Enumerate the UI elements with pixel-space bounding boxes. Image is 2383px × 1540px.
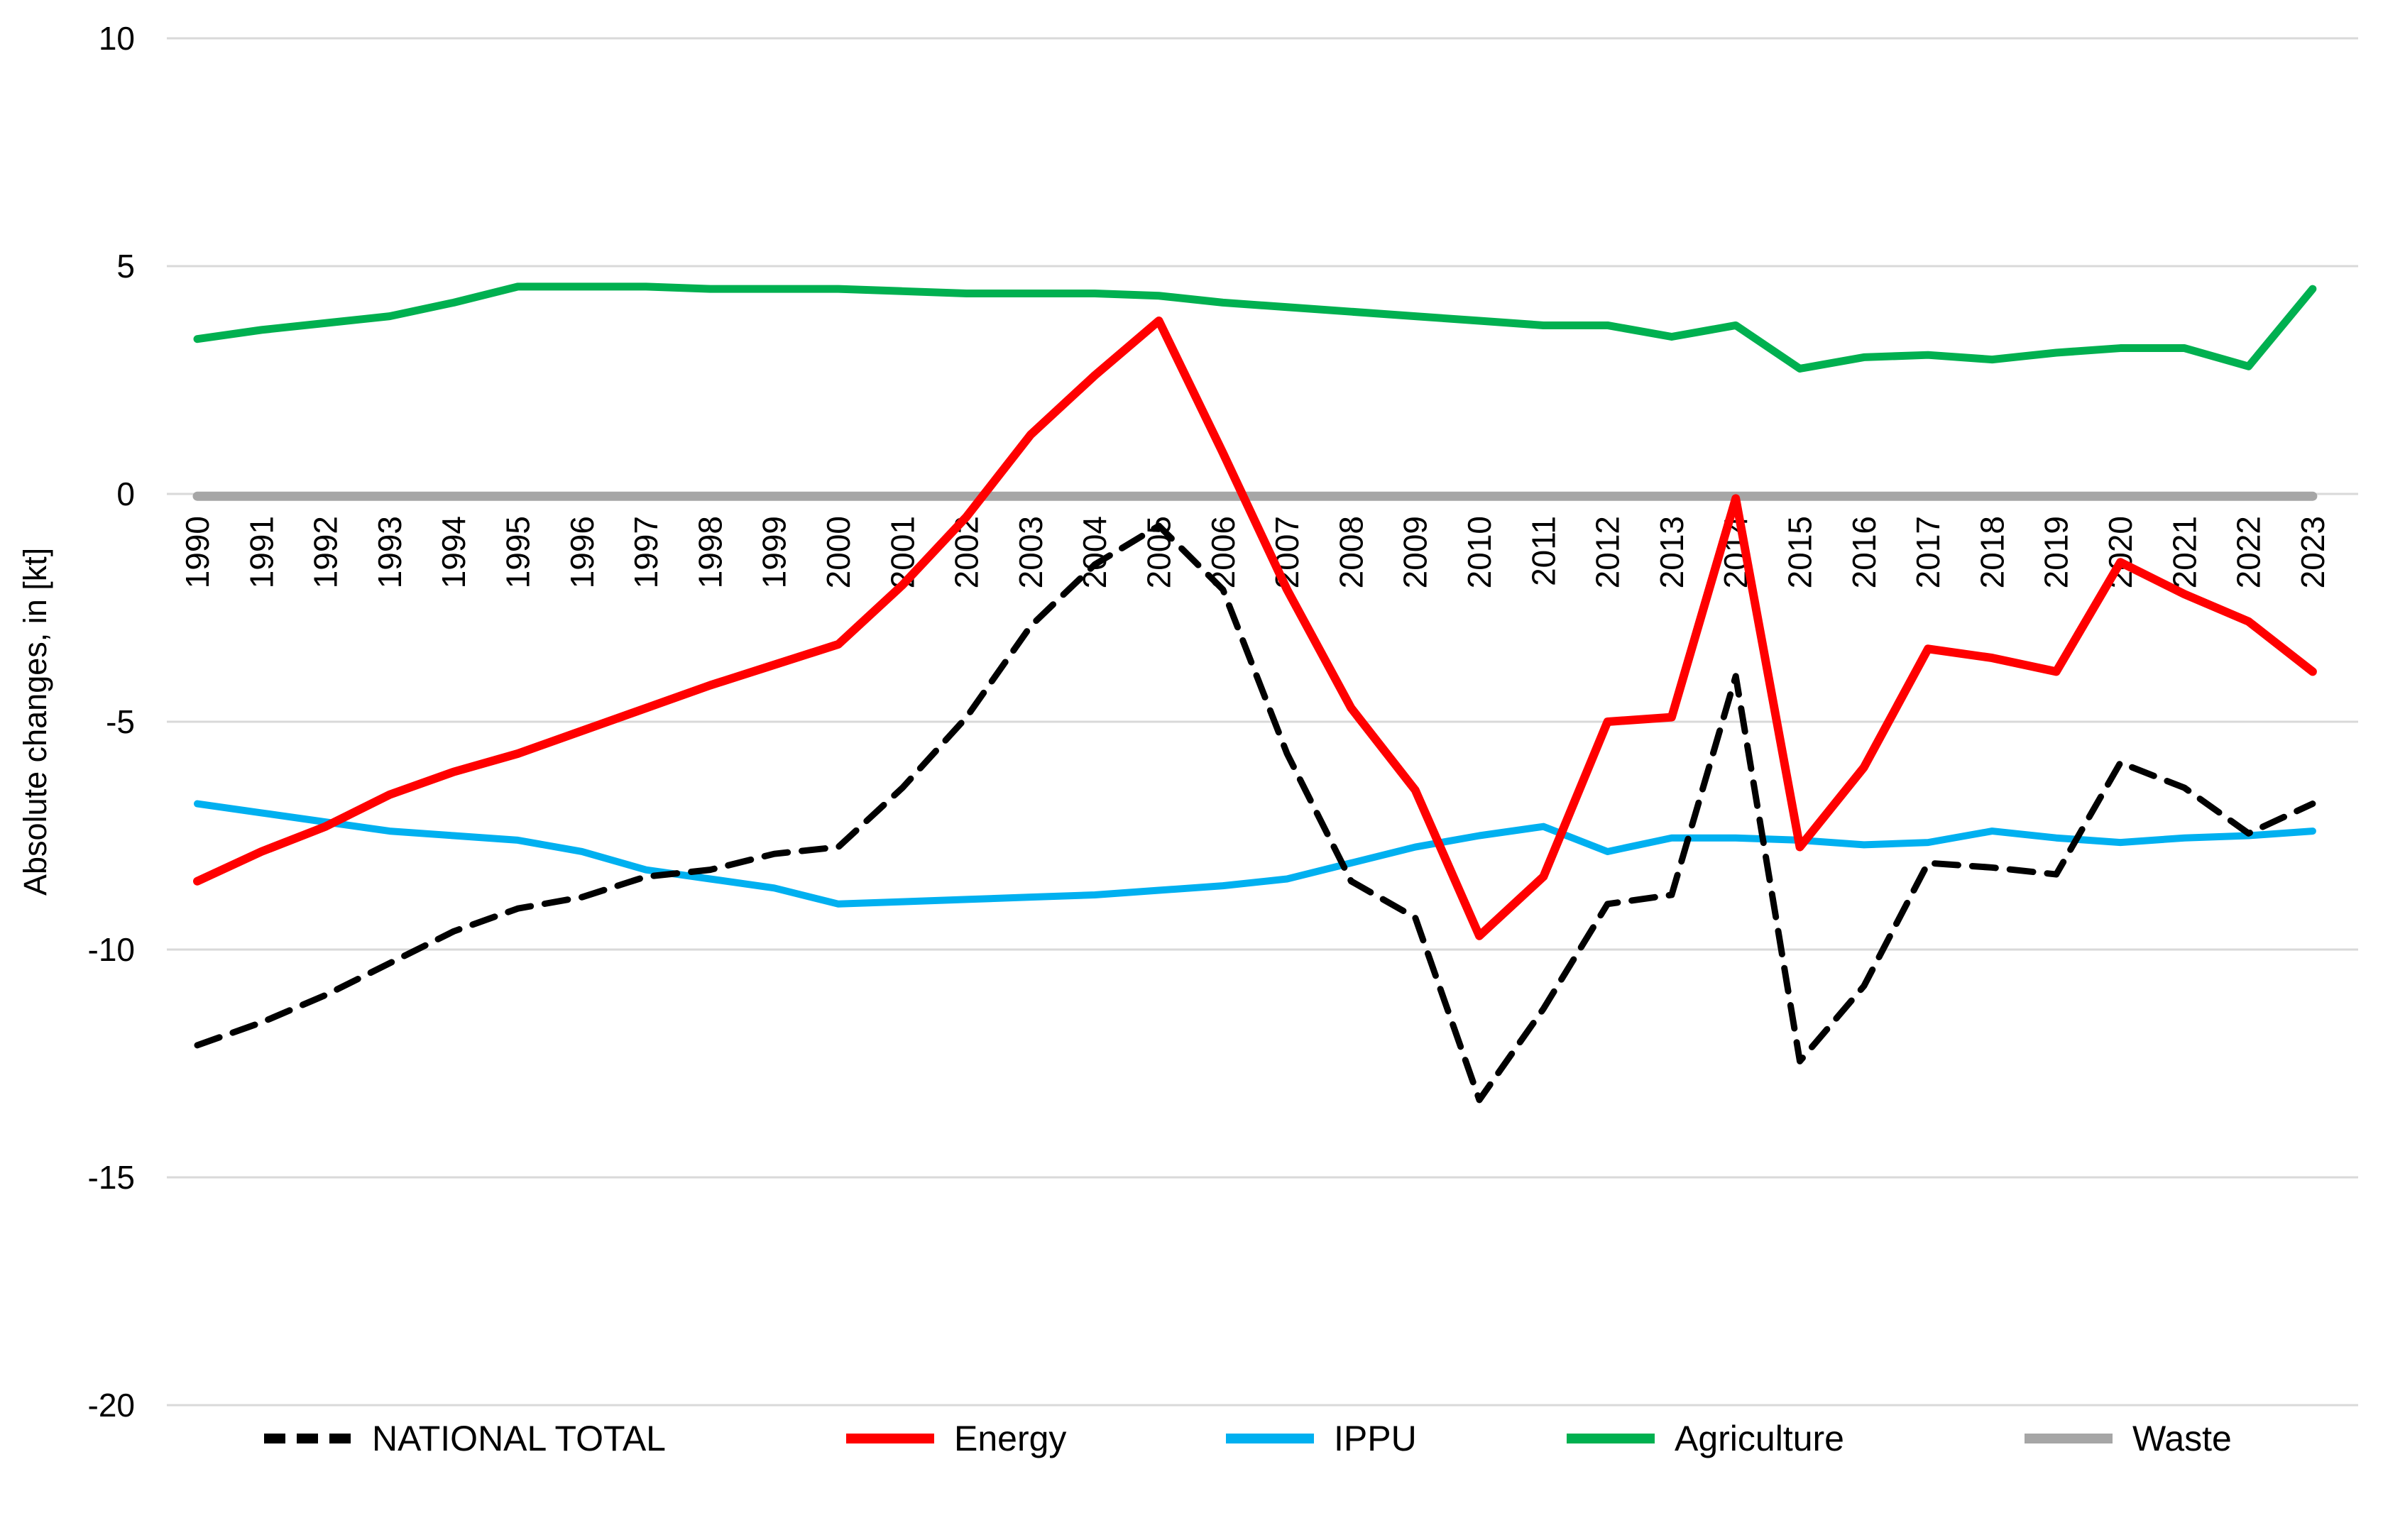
legend-label: IPPU xyxy=(1334,1419,1417,1458)
series-line-energy xyxy=(193,317,2317,940)
x-tick-label-1993: 1993 xyxy=(371,516,408,588)
legend-swatch-ippu-line-icon xyxy=(1226,1434,1314,1443)
legend-swatch-agriculture-line-icon xyxy=(1567,1434,1655,1443)
svg-text:2018: 2018 xyxy=(1973,516,2010,588)
x-tick-label-2022: 2022 xyxy=(2230,516,2267,588)
x-tick-label-1990: 1990 xyxy=(179,516,216,588)
y-tick-label: -15 xyxy=(88,1159,135,1196)
y-tick-label: 5 xyxy=(116,248,135,285)
x-tick-label-2007: 2007 xyxy=(1269,516,1305,588)
x-tick-label-1997: 1997 xyxy=(628,516,664,588)
x-tick-label-2019: 2019 xyxy=(2038,516,2075,588)
series-line-national-total xyxy=(194,522,2316,1104)
x-tick-label-1995: 1995 xyxy=(500,516,537,588)
x-tick-label-2011: 2011 xyxy=(1525,516,1562,586)
x-tick-label-2012: 2012 xyxy=(1589,516,1626,588)
legend-label: Energy xyxy=(954,1419,1067,1458)
x-tick-label-2015: 2015 xyxy=(1782,516,1819,588)
svg-text:1990: 1990 xyxy=(179,516,216,588)
svg-text:2023: 2023 xyxy=(2294,516,2331,588)
x-tick-label-2013: 2013 xyxy=(1653,516,1690,588)
svg-text:2022: 2022 xyxy=(2230,516,2267,588)
x-tick-label-2017: 2017 xyxy=(1910,516,1946,588)
y-tick-label: -5 xyxy=(106,703,135,740)
legend-item-energy: Energy xyxy=(845,1418,1066,1459)
x-tick-label-2021: 2021 xyxy=(2166,516,2203,588)
svg-text:2008: 2008 xyxy=(1332,516,1369,588)
x-tick-label-1994: 1994 xyxy=(435,516,472,588)
svg-text:2015: 2015 xyxy=(1782,516,1819,588)
legend-item-ippu: IPPU xyxy=(1225,1418,1417,1459)
legend-swatch-energy-line-icon xyxy=(846,1434,934,1443)
x-tick-label-1996: 1996 xyxy=(564,516,601,588)
x-tick-label-1992: 1992 xyxy=(307,516,344,588)
svg-text:2013: 2013 xyxy=(1653,516,1690,588)
x-tick-label-1991: 1991 xyxy=(243,516,280,588)
svg-text:2010: 2010 xyxy=(1461,516,1498,588)
legend-item-national-total: NATIONAL TOTAL xyxy=(263,1418,666,1459)
y-tick-label: 0 xyxy=(116,475,135,512)
legend-label: Waste xyxy=(2132,1419,2232,1458)
x-tick-label-1999: 1999 xyxy=(756,516,793,588)
svg-text:1991: 1991 xyxy=(243,516,280,588)
svg-text:2000: 2000 xyxy=(820,516,857,588)
y-tick-label: -20 xyxy=(88,1387,135,1424)
svg-text:1995: 1995 xyxy=(500,516,537,588)
x-tick-label-2003: 2003 xyxy=(1012,516,1049,588)
svg-text:1992: 1992 xyxy=(307,516,344,588)
svg-text:2009: 2009 xyxy=(1397,516,1434,588)
svg-text:1994: 1994 xyxy=(435,516,472,588)
x-tick-label-2018: 2018 xyxy=(1973,516,2010,588)
legend-label: Agriculture xyxy=(1675,1419,1844,1458)
x-tick-label-1998: 1998 xyxy=(691,516,728,588)
x-tick-label-2001: 2001 xyxy=(884,516,921,588)
x-tick-label-2008: 2008 xyxy=(1332,516,1369,588)
legend-label: NATIONAL TOTAL xyxy=(372,1419,666,1458)
x-tick-label-2016: 2016 xyxy=(1846,516,1883,588)
svg-text:1999: 1999 xyxy=(756,516,793,588)
svg-text:2003: 2003 xyxy=(1012,516,1049,588)
svg-text:1997: 1997 xyxy=(628,516,664,588)
legend-swatch-waste-line-icon xyxy=(2025,1434,2113,1443)
svg-text:2021: 2021 xyxy=(2166,516,2203,588)
x-tick-label-2009: 2009 xyxy=(1397,516,1434,588)
svg-text:2019: 2019 xyxy=(2038,516,2075,588)
y-tick-label: -10 xyxy=(88,931,135,968)
y-tick-label: 10 xyxy=(99,20,135,57)
svg-text:2016: 2016 xyxy=(1846,516,1883,588)
svg-text:2001: 2001 xyxy=(884,516,921,588)
legend-item-waste: Waste xyxy=(2023,1418,2232,1459)
svg-text:2012: 2012 xyxy=(1589,516,1626,588)
legend-item-agriculture: Agriculture xyxy=(1565,1418,1844,1459)
x-tick-label-2000: 2000 xyxy=(820,516,857,588)
svg-text:2007: 2007 xyxy=(1269,516,1305,588)
svg-text:2011: 2011 xyxy=(1525,516,1562,586)
svg-text:1996: 1996 xyxy=(564,516,601,588)
legend: NATIONAL TOTAL Energy IPPU Agriculture W… xyxy=(0,1418,2383,1482)
x-tick-label-2010: 2010 xyxy=(1461,516,1498,588)
series-line-agriculture xyxy=(193,282,2317,373)
svg-text:1993: 1993 xyxy=(371,516,408,588)
y-axis-title: Absolute changes, in [kt] xyxy=(17,547,53,896)
svg-text:1998: 1998 xyxy=(691,516,728,588)
series-line-ippu xyxy=(194,800,2316,908)
svg-text:2017: 2017 xyxy=(1910,516,1946,588)
legend-swatch-national-total-dashed-line-icon xyxy=(264,1434,352,1443)
x-tick-label-2023: 2023 xyxy=(2294,516,2331,588)
